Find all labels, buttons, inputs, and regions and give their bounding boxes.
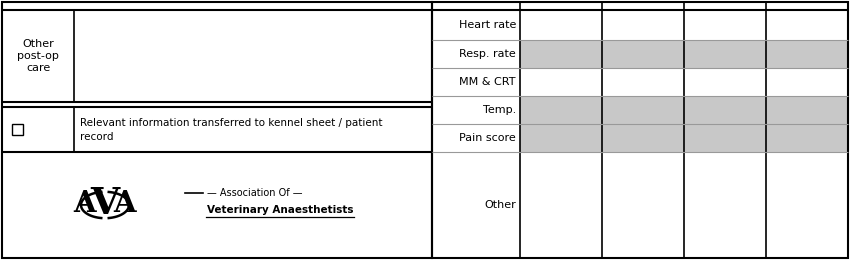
Bar: [520, 40, 848, 68]
Bar: [520, 124, 848, 152]
Text: Relevant information transferred to kennel sheet / patient: Relevant information transferred to kenn…: [80, 118, 382, 127]
Bar: [12, 124, 23, 135]
Text: Resp. rate: Resp. rate: [459, 49, 516, 59]
Bar: [520, 96, 848, 124]
Text: Other
post-op
care: Other post-op care: [17, 40, 59, 73]
Text: Veterinary Anaesthetists: Veterinary Anaesthetists: [207, 205, 354, 215]
Text: Temp.: Temp.: [483, 105, 516, 115]
Text: A: A: [74, 190, 96, 218]
Text: Heart rate: Heart rate: [459, 20, 516, 30]
Text: — Association Of —: — Association Of —: [207, 188, 303, 198]
Text: V: V: [90, 185, 120, 222]
Text: Other: Other: [484, 200, 516, 210]
Bar: [2, 2, 432, 258]
Text: A: A: [114, 190, 136, 218]
Text: MM & CRT: MM & CRT: [460, 77, 516, 87]
Text: record: record: [80, 132, 114, 141]
Bar: [432, 2, 848, 258]
Text: Pain score: Pain score: [459, 133, 516, 143]
